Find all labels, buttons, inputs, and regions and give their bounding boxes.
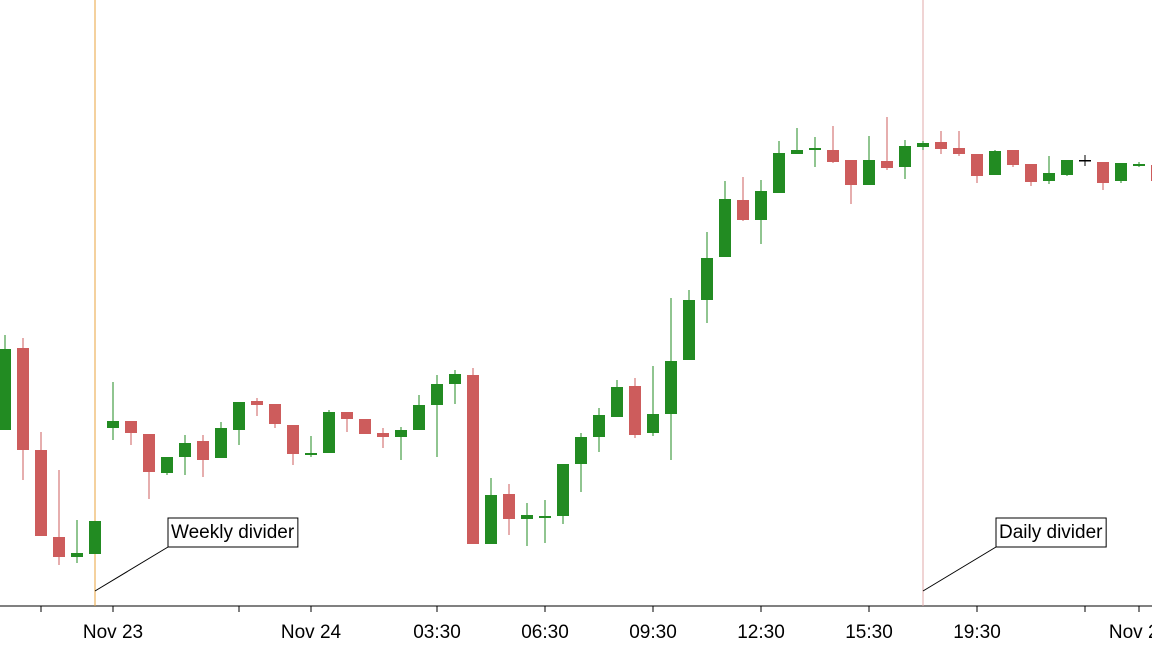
candle-body (521, 515, 533, 519)
candle-body (125, 421, 137, 433)
candle-body (395, 430, 407, 437)
candle-body (881, 161, 893, 168)
candle-body (161, 457, 173, 473)
candle-body (35, 450, 47, 536)
candle-body (863, 160, 875, 185)
candle-body (485, 495, 497, 544)
candle-body (791, 150, 803, 154)
candle-body (539, 516, 551, 518)
candle-body (323, 412, 335, 453)
x-tick-label: Nov 25 (1109, 622, 1152, 643)
candle-body (1115, 163, 1127, 181)
candle-body (377, 433, 389, 437)
x-tick-label: 12:30 (737, 622, 785, 643)
candle-body (773, 153, 785, 193)
candle-body (17, 348, 29, 450)
candle-body (647, 414, 659, 433)
candle-body (359, 419, 371, 434)
candle-body (809, 148, 821, 150)
candle-body (755, 191, 767, 220)
candle-body (917, 143, 929, 147)
x-tick-label: 09:30 (629, 622, 677, 643)
candle-body (305, 453, 317, 455)
candle-body (71, 553, 83, 557)
candle-body (665, 361, 677, 414)
x-tick-label: 06:30 (521, 622, 569, 643)
candle-body (845, 160, 857, 185)
x-tick-label: 15:30 (845, 622, 893, 643)
candle-body (179, 443, 191, 457)
candle-body (971, 154, 983, 176)
candle-body (287, 425, 299, 454)
candle-body (1025, 164, 1037, 182)
candle-body (593, 415, 605, 437)
annotation-box (167, 517, 299, 548)
candle-body (629, 386, 641, 435)
candle-body (1007, 150, 1019, 165)
x-tick-label: 03:30 (413, 622, 461, 643)
candle-body (827, 150, 839, 162)
candle-body (1079, 160, 1091, 162)
candle-body (737, 200, 749, 220)
annotation-text: Daily divider (999, 522, 1103, 543)
candle-body (557, 464, 569, 516)
candle-body (1043, 173, 1055, 181)
annotation-pointer (922, 546, 997, 592)
candle-body (989, 151, 1001, 175)
candle-body (467, 375, 479, 544)
annotation-pointer (94, 546, 169, 592)
candle-body (503, 494, 515, 519)
candle-body (1133, 164, 1145, 166)
candle-body (53, 537, 65, 557)
candle-body (89, 521, 101, 554)
x-tick-label: Nov 24 (281, 622, 342, 643)
candle-body (413, 405, 425, 430)
candle-body (0, 349, 11, 430)
candle-body (1097, 162, 1109, 183)
candle-body (953, 148, 965, 154)
candle-body (449, 374, 461, 384)
candle-body (341, 412, 353, 419)
candle-body (611, 387, 623, 417)
candle-body (143, 434, 155, 472)
candle-body (251, 401, 263, 405)
candle-body (575, 437, 587, 464)
candle-body (197, 441, 209, 460)
candle-body (107, 421, 119, 428)
candle-body (233, 402, 245, 430)
x-tick-label: 19:30 (953, 622, 1001, 643)
candle-body (431, 384, 443, 405)
candle-body (1061, 160, 1073, 175)
annotation-box (995, 517, 1107, 548)
candle-body (719, 199, 731, 257)
candle-body (899, 146, 911, 167)
annotation-text: Weekly divider (171, 522, 295, 543)
candle-body (269, 404, 281, 424)
candle-body (215, 428, 227, 458)
x-tick-label: Nov 23 (83, 622, 143, 643)
candle-body (935, 142, 947, 149)
candle-body (683, 300, 695, 360)
candle-body (701, 258, 713, 300)
